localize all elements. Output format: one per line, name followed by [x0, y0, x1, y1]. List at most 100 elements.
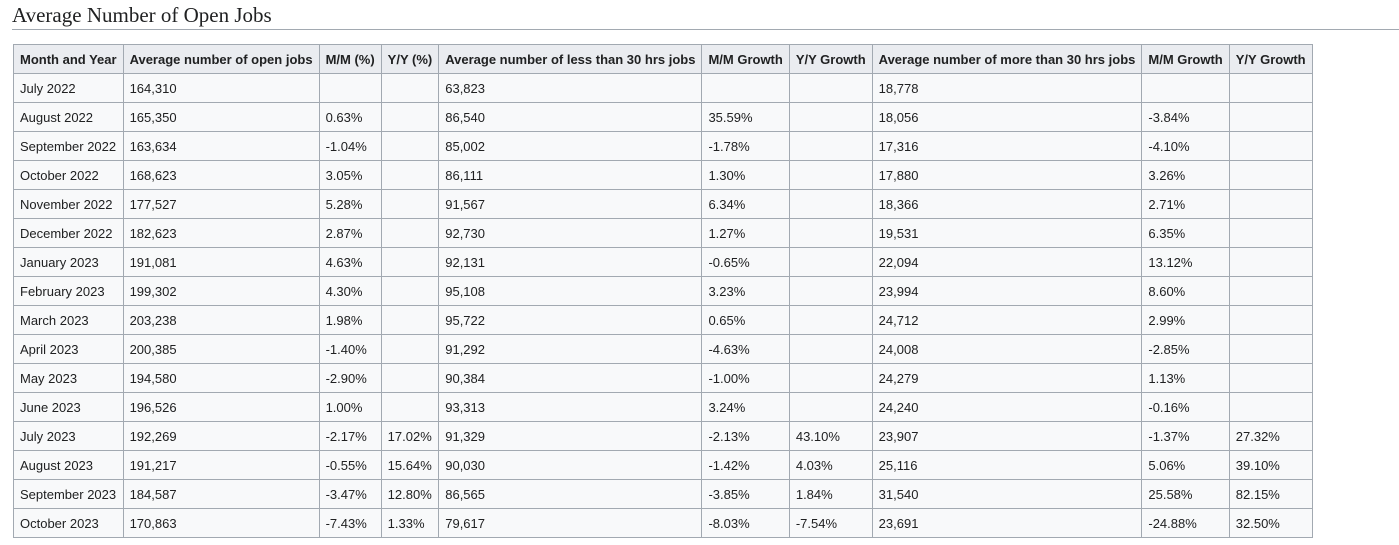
- open-jobs-yy-cell: 17.02%: [380, 421, 440, 451]
- more-than-30-yy-growth-cell: [1228, 334, 1313, 364]
- less-than-30-yy-growth-cell: [788, 218, 873, 248]
- table-header-row: Month and Year Average number of open jo…: [13, 44, 1313, 74]
- less-than-30-mm-growth-cell: 35.59%: [701, 102, 790, 132]
- table-row: September 2023 184,587 -3.47% 12.80% 86,565-…: [13, 479, 1313, 509]
- more-than-30-mm-growth-cell: 6.35%: [1141, 218, 1230, 248]
- month-and-year-cell: October 2023: [13, 508, 124, 538]
- less-than-30-yy-growth-cell: [788, 131, 873, 161]
- average-open-jobs-cell: 184,587: [122, 479, 320, 509]
- less-than-30-mm-growth-cell: 1.30%: [701, 160, 790, 190]
- less-than-30-yy-growth-cell: -7.54%: [788, 508, 873, 538]
- open-jobs-yy-cell: [380, 160, 440, 190]
- month-and-year-cell: January 2023: [13, 247, 124, 277]
- open-jobs-yy-cell: [380, 305, 440, 335]
- column-header-average-more-than-30-hrs-jobs: Average number of more than 30 hrs jobs: [871, 44, 1143, 74]
- average-more-than-30-hrs-jobs-cell: 24,712: [871, 305, 1143, 335]
- open-jobs-mm-cell: 5.28%: [318, 189, 382, 219]
- month-and-year-cell: April 2023: [13, 334, 124, 364]
- average-less-than-30-hrs-jobs-cell: 91,329: [438, 421, 703, 451]
- less-than-30-yy-growth-cell: [788, 276, 873, 306]
- open-jobs-yy-cell: [380, 392, 440, 422]
- more-than-30-yy-growth-cell: [1228, 189, 1313, 219]
- average-open-jobs-cell: 164,310: [122, 73, 320, 103]
- open-jobs-yy-cell: [380, 189, 440, 219]
- table-row: February 2023 199,302 4.30% 95,108 3.23% 23,9…: [13, 276, 1313, 306]
- less-than-30-mm-growth-cell: -4.63%: [701, 334, 790, 364]
- open-jobs-mm-cell: -0.55%: [318, 450, 382, 480]
- less-than-30-yy-growth-cell: [788, 334, 873, 364]
- open-jobs-yy-cell: 15.64%: [380, 450, 440, 480]
- average-open-jobs-cell: 196,526: [122, 392, 320, 422]
- average-open-jobs-cell: 170,863: [122, 508, 320, 538]
- open-jobs-yy-cell: [380, 218, 440, 248]
- average-more-than-30-hrs-jobs-cell: 24,240: [871, 392, 1143, 422]
- month-and-year-cell: March 2023: [13, 305, 124, 335]
- more-than-30-yy-growth-cell: 27.32%: [1228, 421, 1313, 451]
- less-than-30-yy-growth-cell: [788, 247, 873, 277]
- average-more-than-30-hrs-jobs-cell: 23,907: [871, 421, 1143, 451]
- less-than-30-yy-growth-cell: 4.03%: [788, 450, 873, 480]
- month-and-year-cell: October 2022: [13, 160, 124, 190]
- average-open-jobs-cell: 168,623: [122, 160, 320, 190]
- more-than-30-mm-growth-cell: 13.12%: [1141, 247, 1230, 277]
- table-row: July 2022 164,310 63,823 18,778: [13, 73, 1313, 103]
- less-than-30-mm-growth-cell: 1.27%: [701, 218, 790, 248]
- average-open-jobs-cell: 194,580: [122, 363, 320, 393]
- less-than-30-mm-growth-cell: -0.65%: [701, 247, 790, 277]
- heading-divider: [12, 29, 1399, 30]
- less-than-30-mm-growth-cell: [701, 73, 790, 103]
- table-row: March 2023 203,238 1.98% 95,722 0.65% 24,712 2…: [13, 305, 1313, 335]
- more-than-30-yy-growth-cell: 39.10%: [1228, 450, 1313, 480]
- table-row: October 2022 168,623 3.05% 86,111 1.30% 17,88…: [13, 160, 1313, 190]
- average-open-jobs-cell: 191,081: [122, 247, 320, 277]
- more-than-30-yy-growth-cell: [1228, 102, 1313, 132]
- average-less-than-30-hrs-jobs-cell: 63,823: [438, 73, 703, 103]
- open-jobs-table: Month and Year Average number of open jo…: [13, 44, 1313, 538]
- average-less-than-30-hrs-jobs-cell: 92,730: [438, 218, 703, 248]
- less-than-30-yy-growth-cell: [788, 305, 873, 335]
- open-jobs-yy-cell: [380, 363, 440, 393]
- open-jobs-yy-cell: [380, 247, 440, 277]
- more-than-30-mm-growth-cell: 3.26%: [1141, 160, 1230, 190]
- average-less-than-30-hrs-jobs-cell: 86,540: [438, 102, 703, 132]
- average-more-than-30-hrs-jobs-cell: 17,880: [871, 160, 1143, 190]
- less-than-30-mm-growth-cell: 6.34%: [701, 189, 790, 219]
- open-jobs-mm-cell: -1.04%: [318, 131, 382, 161]
- month-and-year-cell: September 2023: [13, 479, 124, 509]
- average-less-than-30-hrs-jobs-cell: 91,567: [438, 189, 703, 219]
- less-than-30-yy-growth-cell: [788, 392, 873, 422]
- more-than-30-mm-growth-cell: -24.88%: [1141, 508, 1230, 538]
- open-jobs-mm-cell: 0.63%: [318, 102, 382, 132]
- month-and-year-cell: November 2022: [13, 189, 124, 219]
- open-jobs-mm-cell: -2.90%: [318, 363, 382, 393]
- less-than-30-mm-growth-cell: -1.00%: [701, 363, 790, 393]
- more-than-30-yy-growth-cell: [1228, 247, 1313, 277]
- open-jobs-mm-cell: 1.98%: [318, 305, 382, 335]
- open-jobs-mm-cell: [318, 73, 382, 103]
- more-than-30-mm-growth-cell: 8.60%: [1141, 276, 1230, 306]
- month-and-year-cell: August 2023: [13, 450, 124, 480]
- open-jobs-yy-cell: [380, 102, 440, 132]
- table-row: July 2023 192,269 -2.17% 17.02% 91,329 -2.13%…: [13, 421, 1313, 451]
- average-more-than-30-hrs-jobs-cell: 18,778: [871, 73, 1143, 103]
- month-and-year-cell: September 2022: [13, 131, 124, 161]
- column-header-more-than-30-mm-growth: M/M Growth: [1141, 44, 1230, 74]
- more-than-30-mm-growth-cell: 2.99%: [1141, 305, 1230, 335]
- less-than-30-yy-growth-cell: [788, 73, 873, 103]
- table-row: December 2022 182,623 2.87% 92,730 1.27% 19,5…: [13, 218, 1313, 248]
- open-jobs-yy-cell: [380, 73, 440, 103]
- open-jobs-yy-cell: 12.80%: [380, 479, 440, 509]
- less-than-30-mm-growth-cell: -2.13%: [701, 421, 790, 451]
- table-row: November 2022 177,527 5.28% 91,567 6.34% 18,3…: [13, 189, 1313, 219]
- section-heading: Average Number of Open Jobs: [12, 3, 272, 27]
- less-than-30-mm-growth-cell: -1.78%: [701, 131, 790, 161]
- open-jobs-mm-cell: -3.47%: [318, 479, 382, 509]
- month-and-year-cell: July 2023: [13, 421, 124, 451]
- more-than-30-mm-growth-cell: -3.84%: [1141, 102, 1230, 132]
- column-header-less-than-30-mm-growth: M/M Growth: [701, 44, 790, 74]
- more-than-30-yy-growth-cell: [1228, 73, 1313, 103]
- average-open-jobs-cell: 191,217: [122, 450, 320, 480]
- table-row: August 2023 191,217 -0.55% 15.64% 90,030 -1.4…: [13, 450, 1313, 480]
- open-jobs-yy-cell: [380, 276, 440, 306]
- average-less-than-30-hrs-jobs-cell: 92,131: [438, 247, 703, 277]
